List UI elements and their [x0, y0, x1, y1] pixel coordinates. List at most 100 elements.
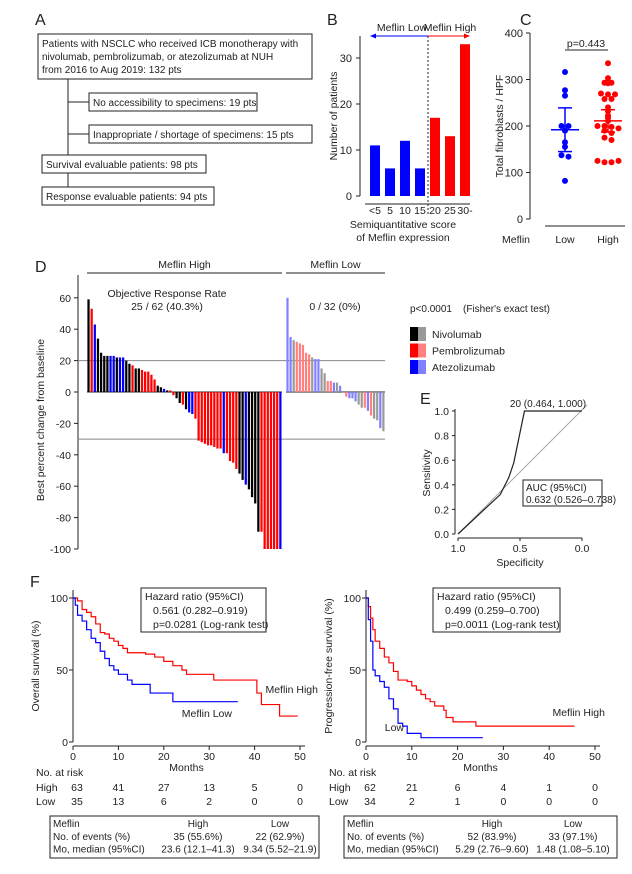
c-data-point — [605, 91, 611, 98]
d-bar — [276, 392, 279, 549]
f-hr-title: Hazard ratio (95%CI) — [145, 591, 244, 603]
f-km-curve — [366, 597, 483, 739]
d-bar — [184, 392, 188, 410]
f-summary-cell: 5.29 (2.76–9.60) — [455, 845, 528, 856]
c-data-point — [558, 123, 565, 129]
e-y-tick-label: 0.6 — [434, 455, 449, 467]
c-data-point — [601, 134, 608, 141]
f-summary-header: Meflin — [53, 819, 80, 830]
d-bar — [125, 360, 128, 392]
f-y-tick-label: 50 — [56, 665, 68, 677]
f-risk-title: No. at risk — [329, 767, 377, 779]
b-bar — [370, 145, 380, 196]
b-group-label: Meflin High — [424, 22, 477, 34]
d-bar — [254, 392, 257, 504]
d-bar — [93, 324, 96, 392]
b-group-label: Meflin Low — [377, 22, 428, 34]
f-risk-value: 5 — [252, 782, 258, 794]
d-bar — [376, 392, 379, 421]
d-bar — [382, 392, 385, 432]
d-legend-swatch — [410, 327, 418, 341]
f-curve-label: Meflin Low — [182, 708, 233, 720]
f-x-tick-label: 30 — [498, 751, 510, 763]
f-summary-cell: Mo, median (95%CI) — [347, 845, 439, 856]
f-risk-title: No. at risk — [36, 767, 84, 779]
f-x-axis-title: Months — [463, 762, 497, 774]
f-risk-value: 0 — [500, 796, 506, 808]
f-summary-box — [343, 815, 618, 859]
d-bar — [175, 392, 178, 399]
f-risk-value: 4 — [500, 782, 506, 794]
e-x-tick-label: 0.5 — [513, 543, 528, 555]
e-y-tick-label: 0.8 — [434, 431, 449, 443]
d-bar — [112, 355, 115, 392]
c-y-tick-label: 200 — [505, 121, 523, 133]
d-bar — [314, 359, 317, 392]
b-arrow-head-left — [370, 33, 376, 39]
f-p-value: p=0.0281 — [153, 619, 197, 631]
d-p-test: (Fisher's exact test) — [463, 304, 550, 315]
c-data-point — [594, 157, 601, 164]
f-summary-header: Low — [271, 819, 290, 830]
d-bar — [206, 392, 210, 446]
d-bar — [137, 368, 140, 392]
c-x-tick-label: Low — [555, 234, 575, 246]
f-hr-value: 0.561 (0.282–0.919) — [153, 605, 248, 617]
c-y-tick-label: 400 — [505, 28, 523, 40]
d-bar — [103, 355, 106, 392]
d-bar — [238, 392, 241, 474]
c-data-point — [605, 104, 611, 111]
e-auc-box — [522, 479, 603, 507]
e-x-tick-label: 1.0 — [451, 543, 466, 555]
panel-label: C — [520, 12, 532, 29]
d-bar — [213, 392, 216, 447]
f-curve-label: Low — [385, 722, 405, 734]
d-bar — [128, 363, 131, 392]
b-x-axis-title: Semiquantitative score — [350, 219, 456, 231]
d-bar — [181, 392, 184, 405]
e-auc-value: 0.632 (0.526–0.738) — [526, 495, 616, 506]
d-bar — [203, 392, 207, 444]
b-bar — [445, 136, 455, 196]
c-data-point — [608, 129, 615, 136]
c-data-point — [601, 159, 608, 166]
panel-label: A — [35, 12, 46, 29]
f-summary-box — [49, 815, 320, 859]
f-km-curve — [366, 597, 575, 727]
d-group-label: Meflin Low — [310, 259, 361, 271]
f-x-tick-label: 20 — [158, 751, 170, 763]
f-summary-cell: 1.48 (1.08–5.10) — [536, 845, 609, 856]
d-orr-value: 0 / 32 (0%) — [309, 301, 360, 313]
f-risk-value: 0 — [252, 796, 258, 808]
f-risk-value: 2 — [409, 796, 415, 808]
d-bar — [235, 392, 238, 469]
d-bar — [134, 368, 137, 392]
f-risk-value: 13 — [113, 796, 125, 808]
c-y-tick-label: 0 — [517, 214, 523, 226]
flow-box — [41, 186, 215, 206]
f-x-tick-label: 10 — [113, 751, 125, 763]
e-y-tick-label: 0.4 — [434, 480, 449, 492]
f-risk-value: 0 — [592, 782, 598, 794]
c-data-point — [562, 87, 568, 94]
f-x-tick-label: 0 — [70, 751, 76, 763]
d-bar — [335, 382, 339, 392]
d-bar — [298, 343, 301, 392]
d-y-tick-label: -60 — [56, 481, 71, 493]
d-legend-swatch — [418, 360, 426, 374]
d-bar — [121, 357, 125, 392]
d-bar — [210, 392, 213, 446]
d-legend-label: Atezolizumab — [432, 362, 495, 374]
d-bar — [360, 392, 363, 408]
d-bar — [172, 392, 175, 396]
d-bar — [228, 392, 232, 462]
d-bar — [162, 388, 166, 392]
b-y-axis-title: Number of patients — [328, 72, 340, 161]
f-risk-value: 62 — [364, 782, 376, 794]
b-y-tick-label: 0 — [346, 191, 352, 203]
d-bar — [332, 382, 335, 392]
f-summary-cell: 52 (83.9%) — [468, 832, 517, 843]
f-x-tick-label: 40 — [249, 751, 261, 763]
d-bar — [241, 392, 244, 480]
b-arrow-head-right — [464, 33, 470, 39]
